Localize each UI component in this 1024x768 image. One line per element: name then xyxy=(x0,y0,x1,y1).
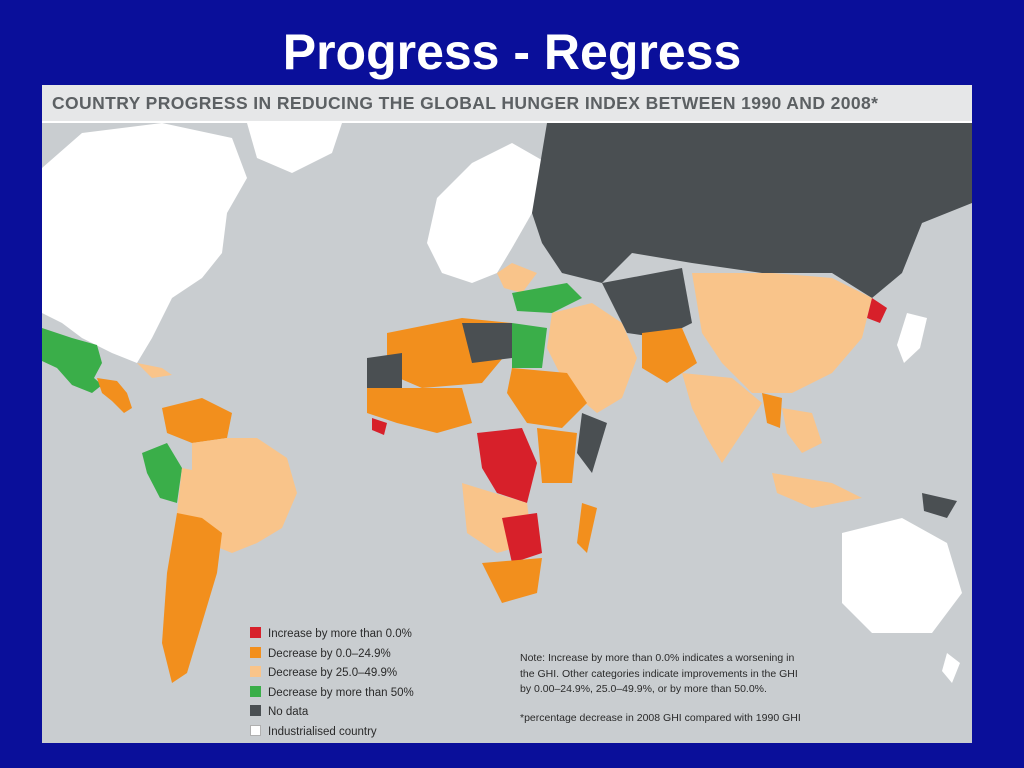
brazil-region xyxy=(192,438,297,553)
map-footnote: *percentage decrease in 2008 GHI compare… xyxy=(520,712,801,724)
note-line: by 0.00–24.9%, 25.0–49.9%, or by more th… xyxy=(520,683,767,695)
north-america xyxy=(42,123,247,363)
venezuela-colombia xyxy=(162,398,232,443)
argentina-chile xyxy=(162,513,222,683)
india xyxy=(682,373,762,463)
sierra-leone xyxy=(372,418,387,435)
world-map xyxy=(42,123,972,743)
legend-swatch xyxy=(250,705,261,717)
drc xyxy=(477,428,537,503)
libya xyxy=(462,323,512,363)
legend-swatch xyxy=(250,685,261,697)
papua xyxy=(922,493,957,518)
pakistan-afghanistan xyxy=(642,328,697,383)
caribbean xyxy=(137,363,172,378)
north-korea xyxy=(867,298,887,323)
slide-title: Progress - Regress xyxy=(282,24,742,80)
east-africa xyxy=(537,428,577,483)
peru-ecuador xyxy=(142,443,182,503)
australia xyxy=(842,518,962,633)
legend-label: Industrialised country xyxy=(268,725,377,738)
legend-label: Decrease by more than 50% xyxy=(268,686,414,699)
legend-item-industrialised: Industrialised country xyxy=(250,723,414,743)
legend-swatch xyxy=(250,666,261,678)
map-panel: COUNTRY PROGRESS IN REDUCING THE GLOBAL … xyxy=(42,85,972,743)
note-line: the GHI. Other categories indicate impro… xyxy=(520,667,798,680)
madagascar xyxy=(577,503,597,553)
legend-label: No data xyxy=(268,706,309,718)
egypt xyxy=(512,323,547,368)
legend-label: Increase by more than 0.0% xyxy=(268,628,412,640)
sudan-ethiopia xyxy=(507,368,587,428)
note-line: Note: Increase by more than 0.0% indicat… xyxy=(520,652,795,664)
west-africa xyxy=(367,388,472,433)
japan xyxy=(897,313,927,363)
legend-label: Decrease by 0.0–24.9% xyxy=(268,647,391,660)
western-sahara xyxy=(367,353,402,388)
indonesia xyxy=(772,473,862,508)
legend-swatch xyxy=(250,646,261,658)
map-note: Note: Increase by more than 0.0% indicat… xyxy=(520,651,850,698)
legend-item-no-data: No data xyxy=(250,703,414,723)
turkey xyxy=(512,283,582,313)
new-zealand xyxy=(942,653,960,683)
zimbabwe xyxy=(502,513,542,563)
legend-item-increase: Increase by more than 0.0% xyxy=(250,625,414,645)
legend-swatch xyxy=(250,724,261,736)
map-title: COUNTRY PROGRESS IN REDUCING THE GLOBAL … xyxy=(52,93,879,113)
legend-item-decrease-50: Decrease by more than 50% xyxy=(250,684,414,704)
legend-label: Decrease by 25.0–49.9% xyxy=(268,667,398,679)
russia xyxy=(532,123,972,298)
balkans xyxy=(497,263,537,293)
greenland xyxy=(247,123,342,173)
central-america xyxy=(97,378,132,413)
china xyxy=(692,273,872,393)
legend-swatch xyxy=(250,627,261,639)
mexico xyxy=(42,328,102,393)
south-africa xyxy=(482,558,542,603)
map-header: COUNTRY PROGRESS IN REDUCING THE GLOBAL … xyxy=(42,85,972,123)
central-asia xyxy=(602,268,692,338)
myanmar xyxy=(762,393,782,428)
europe xyxy=(427,143,547,283)
somalia xyxy=(577,413,607,473)
legend-item-decrease-0-24: Decrease by 0.0–24.9% xyxy=(250,645,414,665)
map-legend: Increase by more than 0.0% Decrease by 0… xyxy=(250,625,414,742)
legend-item-decrease-25-49: Decrease by 25.0–49.9% xyxy=(250,664,414,684)
southeast-asia xyxy=(782,408,822,453)
